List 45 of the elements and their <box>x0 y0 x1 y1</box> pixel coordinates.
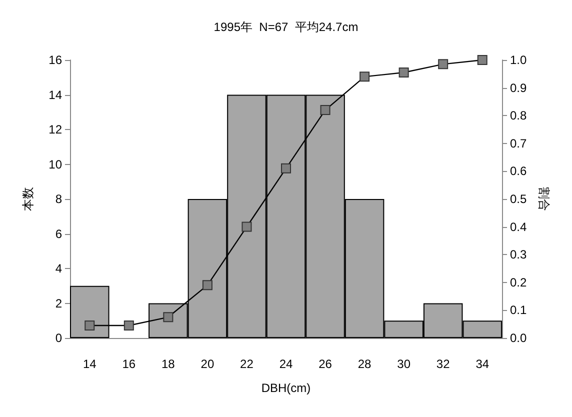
y-tick-label: 14 <box>48 88 62 102</box>
point <box>242 222 252 232</box>
x-tick-label: 24 <box>279 357 293 371</box>
y-tick-label: 12 <box>48 122 62 136</box>
x-tick-label: 14 <box>82 357 97 371</box>
x-tick-label: 30 <box>397 357 411 371</box>
y2-tick-label: 0.4 <box>510 220 528 234</box>
y-tick-label: 2 <box>55 296 62 310</box>
x-tick-label: 28 <box>358 357 372 371</box>
point <box>320 105 330 116</box>
x-tick-label: 26 <box>318 357 332 371</box>
point <box>438 59 448 70</box>
y2-tick-label: 0.2 <box>510 275 528 290</box>
x-tick-label: 22 <box>240 357 254 371</box>
y-tick-label: 6 <box>55 226 62 241</box>
point <box>202 280 212 290</box>
y-tick-label: 0 <box>55 331 62 345</box>
y2-tick-label: 0.0 <box>510 331 528 345</box>
y-tick-label: 16 <box>48 53 62 67</box>
x-axis-title: DBH(cm) <box>261 381 311 395</box>
x-tick-label: 34 <box>476 357 490 371</box>
point <box>360 72 370 82</box>
y2-tick-label: 0.8 <box>510 108 528 123</box>
point <box>398 68 409 78</box>
y2-tick-label: 1.0 <box>510 53 528 67</box>
point <box>281 163 291 174</box>
x-tick-label: 32 <box>436 357 450 371</box>
y2-axis-title: 割合 <box>537 187 551 211</box>
y2-tick-label: 0.6 <box>510 164 528 178</box>
x-tick-label: 20 <box>200 357 214 371</box>
y2-tick-label: 0.5 <box>510 192 528 206</box>
point <box>124 320 134 330</box>
point <box>84 320 95 330</box>
chart-title: 1995年 N=67 平均24.7cm <box>214 20 358 34</box>
y2-tick-label: 0.3 <box>510 248 528 262</box>
y-tick-label: 8 <box>55 192 62 206</box>
y-tick-label: 4 <box>55 262 62 276</box>
y2-tick-label: 0.1 <box>510 303 528 318</box>
point <box>477 55 488 65</box>
x-tick-label: 16 <box>122 357 136 371</box>
y-tick-label: 10 <box>48 157 62 172</box>
y-axis-title: 本数 <box>21 187 35 211</box>
x-tick-label: 18 <box>162 357 176 371</box>
y2-tick-label: 0.9 <box>510 80 528 95</box>
y2-tick-label: 0.7 <box>510 136 528 150</box>
